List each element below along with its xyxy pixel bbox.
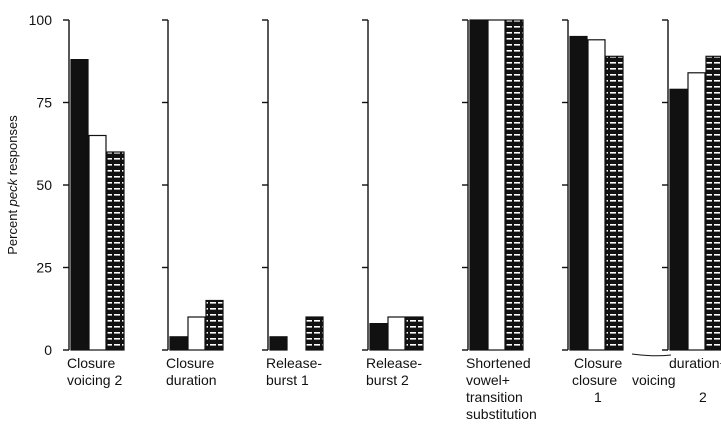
group-label: vowel+ [466,372,510,388]
group-label: duration [166,372,217,388]
combined-label-bottom: voicing [632,372,676,388]
y-axis-label: Percent peck responses [5,115,20,255]
bar-solid [169,336,188,351]
bar-group [562,19,624,351]
bar-hatched [405,316,424,351]
group-label: Release- [366,355,422,371]
bar-hatched [605,55,624,351]
bar-group [362,19,424,351]
bar-hatched [205,299,224,351]
combined-brace [631,353,672,357]
y-axis-label-part: responses [5,115,20,179]
bar-solid [569,35,588,351]
bar-groups [63,19,721,351]
bar-open [487,19,506,351]
bar-hatched [505,19,524,351]
y-axis: 0 25 50 75 100 Percent peck responses [5,12,52,358]
y-tick-label: 0 [44,342,52,358]
bar-open [387,316,406,351]
y-axis-label-part: peck [5,177,20,207]
bar-hatched [705,55,721,351]
y-axis-label-part: Percent [5,206,20,254]
bar-open [587,39,606,351]
bar-group [462,19,524,351]
y-tick-label: 50 [36,177,52,193]
bar-group [262,19,324,351]
bar-open [687,72,706,351]
y-tick-label: 25 [36,260,52,276]
bar-solid [669,88,688,351]
bar-solid [269,336,288,351]
group-label: transition [466,389,523,405]
group-label: Closure [166,355,214,371]
bar-group [662,19,721,351]
bar-solid [469,19,488,351]
combined-label-top: Closure [574,355,622,371]
group-label: burst 2 [366,372,409,388]
group-label: Shortened [466,355,531,371]
group-label: burst 1 [266,372,309,388]
combined-label-bottom: closure [572,372,617,388]
bar-hatched [106,151,125,351]
bar-open [88,134,107,351]
group-label: Release- [266,355,322,371]
y-tick-label: 100 [29,12,53,28]
bar-open [187,316,206,351]
bar-group [63,19,125,351]
bar-solid [70,58,89,351]
bar-solid [369,323,388,351]
group-label: substitution [466,406,537,422]
combined-label-number: 1 [594,389,602,405]
bar-hatched [305,316,324,351]
combined-label-top: duration+ [669,355,721,371]
combined-label-number: 2 [699,389,707,405]
bar-group [162,19,224,351]
group-label: Closure [67,355,115,371]
group-label: voicing 2 [67,372,122,388]
y-tick-label: 75 [36,95,52,111]
